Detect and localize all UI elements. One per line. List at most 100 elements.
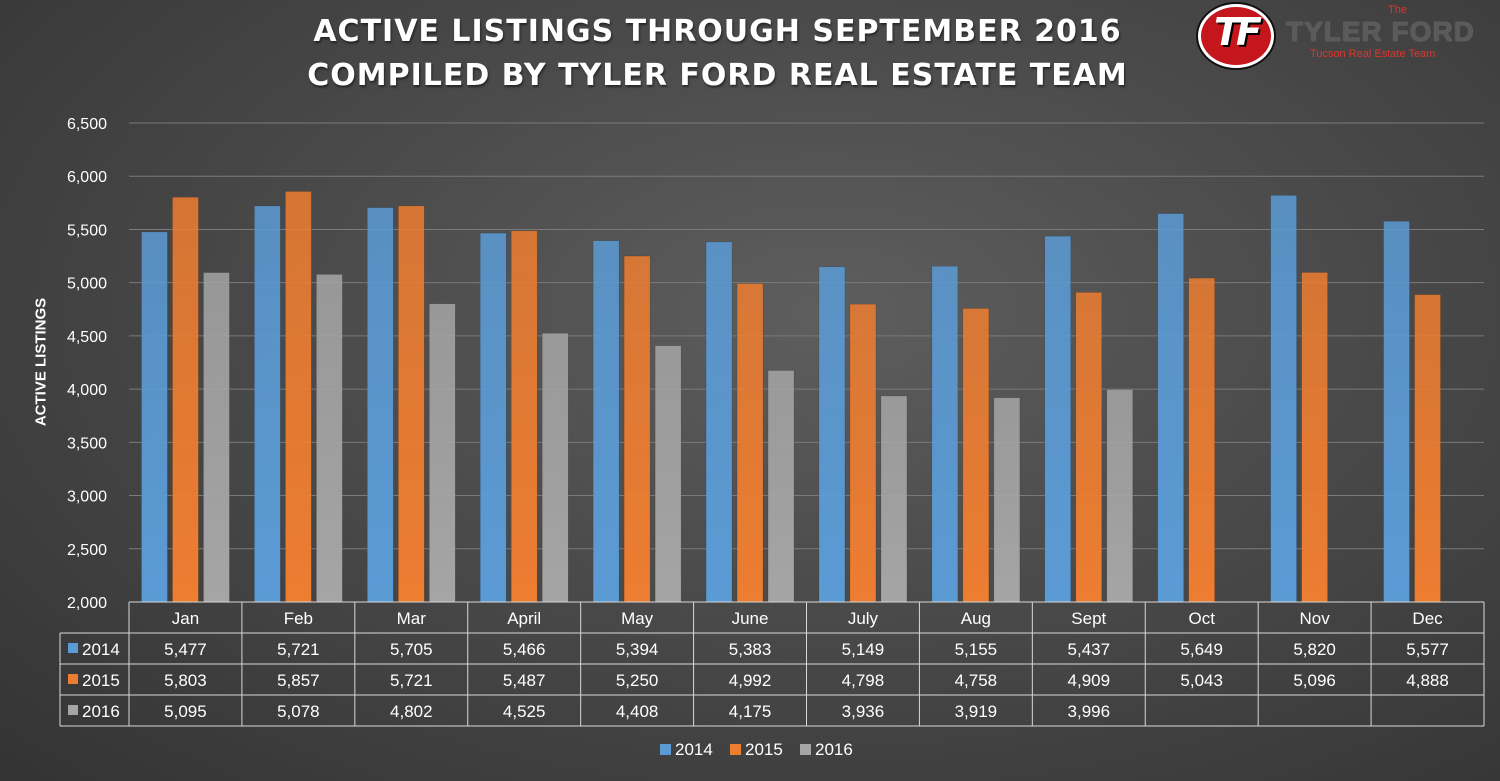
data-label: 5,721	[390, 671, 433, 690]
data-label: 5,383	[729, 640, 772, 659]
data-label: 5,096	[1293, 671, 1336, 690]
chart-title-line2: COMPILED BY TYLER FORD REAL ESTATE TEAM	[307, 58, 1128, 93]
table-series-name: 2016	[82, 702, 120, 721]
data-label: 5,705	[390, 640, 433, 659]
data-label: 5,155	[955, 640, 998, 659]
table-key-2015	[68, 674, 78, 684]
data-label: 4,992	[729, 671, 772, 690]
legend-swatch-2015	[730, 744, 741, 755]
bar-2015-aug	[962, 308, 990, 603]
x-tick-label: July	[848, 609, 879, 628]
logo-monogram: TF	[1214, 10, 1262, 54]
bar-2016-april	[541, 332, 569, 603]
table-key-2016	[68, 705, 78, 715]
bar-2015-dec	[1414, 294, 1441, 603]
data-label: 5,078	[277, 702, 320, 721]
data-label: 4,175	[729, 702, 772, 721]
bar-2014-sept	[1044, 235, 1072, 603]
data-label: 3,996	[1068, 702, 1111, 721]
bar-2016-aug	[993, 397, 1021, 603]
legend-label: 2016	[815, 740, 853, 759]
data-label: 5,487	[503, 671, 546, 690]
table-key-2014	[68, 643, 78, 653]
table-series-name: 2014	[82, 640, 120, 659]
data-label: 5,803	[164, 671, 207, 690]
data-label: 5,394	[616, 640, 659, 659]
bar-2016-jan	[203, 272, 230, 603]
logo-tagline: Tucson Real Estate Team	[1310, 48, 1436, 60]
table-series-name: 2015	[82, 671, 120, 690]
x-tick-label: April	[507, 609, 541, 628]
bar-2016-may	[654, 345, 682, 603]
bar-2015-nov	[1301, 272, 1328, 603]
tyler-ford-logo: TF The TYLER FORD Tucson Real Estate Tea…	[1198, 2, 1478, 68]
bar-2015-june	[736, 283, 764, 603]
logo-the: The	[1388, 4, 1407, 16]
legend-label: 2014	[675, 740, 713, 759]
data-label: 5,250	[616, 671, 659, 690]
logo-name: TYLER FORD	[1286, 16, 1475, 47]
y-tick-label: 3,000	[67, 489, 107, 506]
x-tick-label: Feb	[284, 609, 313, 628]
data-label: 4,525	[503, 702, 546, 721]
data-label: 5,437	[1068, 640, 1111, 659]
x-tick-label: Oct	[1188, 609, 1215, 628]
bar-2015-jan	[172, 196, 199, 603]
data-label: 5,577	[1406, 640, 1449, 659]
y-tick-label: 2,000	[67, 595, 107, 612]
data-label: 5,649	[1180, 640, 1223, 659]
logo-badge-icon	[1198, 4, 1274, 68]
y-tick-label: 4,000	[67, 382, 107, 399]
data-label: 5,477	[164, 640, 207, 659]
data-label: 5,043	[1180, 671, 1223, 690]
bar-2015-april	[510, 230, 538, 603]
bar-2015-may	[623, 255, 651, 603]
y-tick-label: 5,500	[67, 222, 107, 239]
data-label: 4,798	[842, 671, 885, 690]
data-label: 5,857	[277, 671, 320, 690]
data-label: 5,149	[842, 640, 885, 659]
bar-2014-jan	[141, 231, 168, 603]
bar-2016-sept	[1106, 389, 1134, 603]
bar-2014-may	[592, 240, 620, 603]
data-label: 4,758	[955, 671, 998, 690]
bar-2016-feb	[316, 274, 343, 603]
bar-2016-july	[880, 395, 908, 603]
data-label: 4,802	[390, 702, 433, 721]
y-tick-label: 6,500	[67, 116, 107, 133]
bar-2014-aug	[931, 265, 959, 603]
y-tick-label: 4,500	[67, 329, 107, 346]
bar-2014-june	[705, 241, 733, 603]
x-tick-label: May	[621, 609, 654, 628]
bar-2016-june	[767, 370, 795, 603]
legend-swatch-2014	[660, 744, 671, 755]
data-label: 5,820	[1293, 640, 1336, 659]
data-label: 5,095	[164, 702, 207, 721]
x-tick-label: Aug	[961, 609, 991, 628]
bar-2015-oct	[1188, 277, 1215, 603]
x-tick-label: Nov	[1300, 609, 1331, 628]
data-label: 5,466	[503, 640, 546, 659]
y-tick-label: 2,500	[67, 542, 107, 559]
bar-2014-nov	[1270, 195, 1297, 603]
data-label: 4,408	[616, 702, 659, 721]
legend-label: 2015	[745, 740, 783, 759]
data-label: 3,936	[842, 702, 885, 721]
x-tick-label: Jan	[172, 609, 199, 628]
bar-2015-feb	[285, 191, 312, 603]
data-label: 5,721	[277, 640, 320, 659]
bar-2015-july	[849, 303, 877, 603]
y-tick-label: 3,500	[67, 435, 107, 452]
bar-2014-dec	[1383, 220, 1410, 603]
bar-2014-feb	[254, 205, 281, 603]
data-label: 4,888	[1406, 671, 1449, 690]
x-tick-label: Dec	[1412, 609, 1443, 628]
chart-title-line1: ACTIVE LISTINGS THROUGH SEPTEMBER 2016	[313, 14, 1122, 49]
bar-2015-sept	[1075, 292, 1103, 603]
legend-swatch-2016	[800, 744, 811, 755]
x-tick-label: Mar	[397, 609, 427, 628]
bar-2014-july	[818, 266, 846, 603]
bar-2014-oct	[1157, 213, 1184, 603]
x-tick-label: Sept	[1071, 609, 1106, 628]
